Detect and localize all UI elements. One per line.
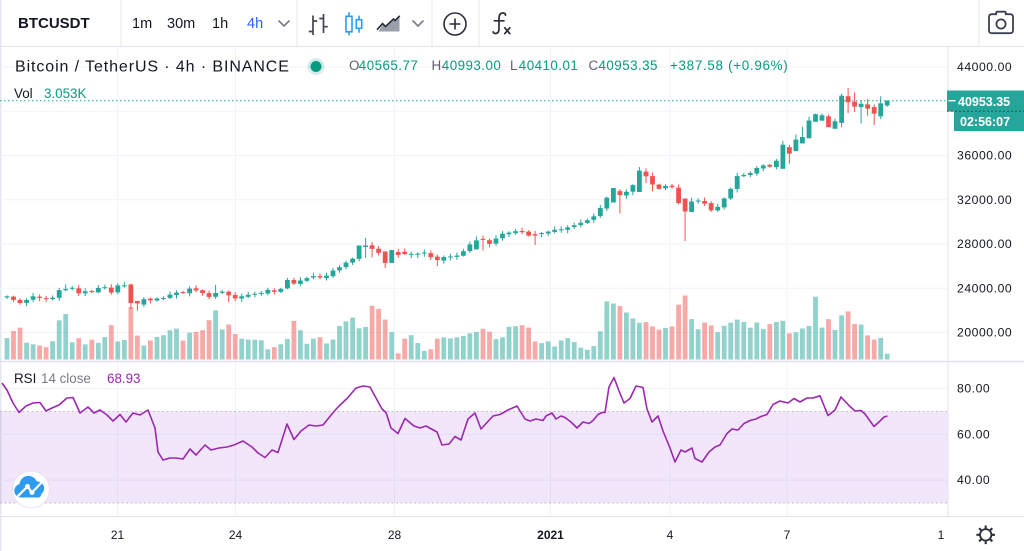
svg-text:1h: 1h [212, 16, 228, 32]
svg-text:H: H [432, 58, 442, 73]
svg-text:C: C [589, 58, 599, 73]
svg-text:28000.00: 28000.00 [957, 237, 1012, 251]
svg-text:36000.00: 36000.00 [957, 149, 1012, 163]
svg-text:68.93: 68.93 [107, 371, 141, 386]
svg-text:40953.35: 40953.35 [599, 58, 658, 73]
svg-text:4: 4 [667, 528, 674, 542]
svg-text:20000.00: 20000.00 [957, 326, 1012, 340]
svg-text:80.00: 80.00 [957, 382, 990, 396]
svg-text:7: 7 [784, 528, 791, 542]
svg-text:L: L [510, 58, 517, 73]
svg-text:60.00: 60.00 [957, 427, 990, 441]
svg-text:40565.77: 40565.77 [359, 58, 418, 73]
svg-text:BTCUSDT: BTCUSDT [18, 15, 90, 32]
svg-text:24: 24 [229, 528, 243, 542]
svg-text:28: 28 [388, 528, 402, 542]
svg-text:40953.35: 40953.35 [958, 95, 1010, 109]
svg-text:2021: 2021 [537, 528, 564, 542]
svg-text:3.053K: 3.053K [44, 86, 87, 101]
svg-text:40.00: 40.00 [957, 473, 990, 487]
svg-text:40410.01: 40410.01 [519, 58, 578, 73]
svg-text:40993.00: 40993.00 [442, 58, 501, 73]
svg-text:+387.58 (+0.96%): +387.58 (+0.96%) [670, 58, 788, 73]
svg-text:44000.00: 44000.00 [957, 60, 1012, 74]
svg-text:Vol: Vol [14, 86, 33, 101]
svg-text:14 close: 14 close [41, 371, 91, 386]
svg-text:21: 21 [111, 528, 125, 542]
svg-text:24000.00: 24000.00 [957, 281, 1012, 295]
svg-text:4h: 4h [247, 16, 263, 32]
svg-text:02:56:07: 02:56:07 [960, 115, 1010, 129]
svg-text:30m: 30m [167, 16, 195, 32]
svg-text:32000.00: 32000.00 [957, 193, 1012, 207]
svg-text:RSI: RSI [14, 371, 36, 386]
svg-text:O: O [349, 58, 359, 73]
svg-text:1: 1 [938, 528, 945, 542]
svg-text:Bitcoin / TetherUS · 4h · BINA: Bitcoin / TetherUS · 4h · BINANCE [15, 59, 290, 76]
svg-text:1m: 1m [132, 16, 152, 32]
